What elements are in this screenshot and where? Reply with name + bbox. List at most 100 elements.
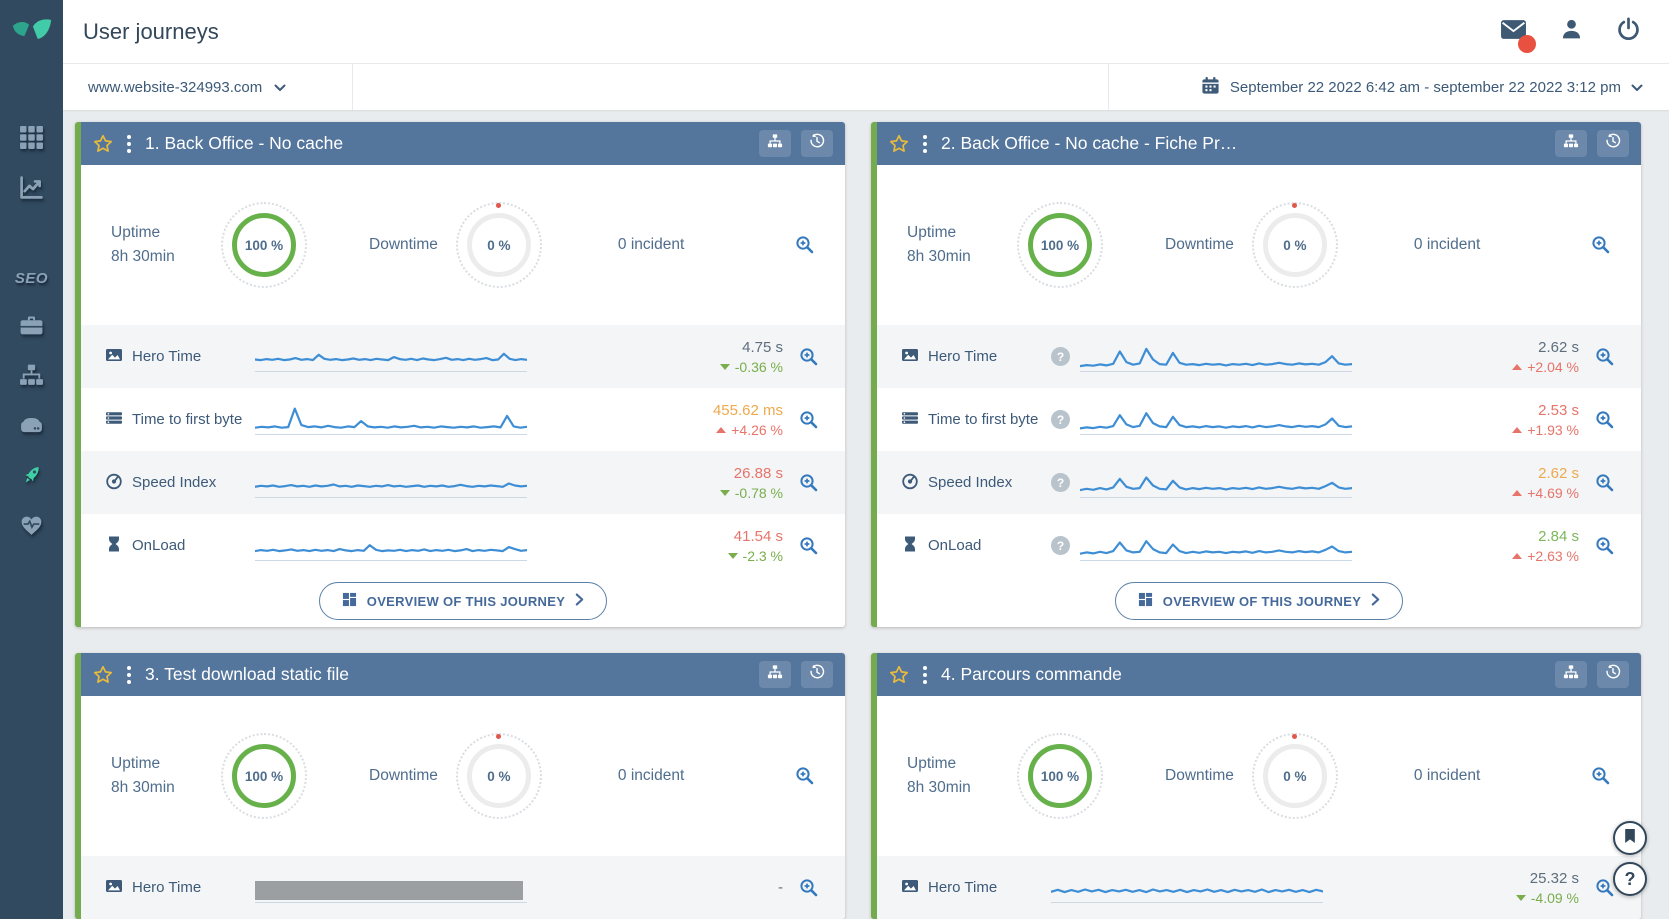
metric-label: Speed Index — [132, 474, 217, 491]
journey-structure-button[interactable] — [759, 130, 791, 157]
trend-arrow-icon — [719, 363, 730, 370]
zoom-detail-icon[interactable] — [1595, 878, 1615, 898]
zoom-detail-icon[interactable] — [795, 235, 815, 255]
uptime-summary: Uptime 8h 30min 100 % Downtime 0 % 0 inc… — [877, 696, 1641, 856]
metric-label: Hero Time — [132, 879, 202, 896]
notifications-button[interactable] — [1500, 18, 1536, 53]
zoom-detail-icon[interactable] — [1595, 536, 1615, 556]
bookmark-button[interactable] — [1613, 821, 1647, 855]
image-icon — [901, 877, 919, 899]
journey-card: 2. Back Office - No cache - Fiche Pr… Up… — [871, 122, 1641, 627]
briefcase-icon — [19, 313, 44, 343]
heartbeat-icon — [19, 513, 44, 543]
sidebar-item-structure[interactable] — [0, 353, 63, 403]
sidebar: SEO — [0, 0, 63, 919]
sidebar-item-apps[interactable] — [0, 115, 63, 165]
help-icon[interactable]: ? — [1051, 347, 1070, 366]
metric-row: Hero Time - — [81, 856, 845, 919]
favorite-star-icon[interactable] — [889, 134, 909, 154]
sidebar-item-health[interactable] — [0, 503, 63, 553]
uptime-duration: 8h 30min — [111, 248, 175, 265]
drag-handle-icon[interactable] — [923, 665, 927, 684]
journey-card-header: 3. Test download static file — [81, 653, 845, 696]
uptime-gauge: 100 % — [221, 733, 307, 819]
help-icon[interactable]: ? — [1051, 473, 1070, 492]
sidebar-nav: SEO — [0, 115, 63, 553]
metric-delta-value: +2.04 % — [1527, 358, 1579, 375]
journey-structure-button[interactable] — [1555, 130, 1587, 157]
uptime-value: 100 % — [244, 768, 284, 784]
zoom-detail-icon[interactable] — [1591, 766, 1611, 786]
date-range-selector[interactable]: September 22 2022 6:42 am - september 22… — [1108, 64, 1669, 110]
downtime-gauge: 0 % — [1251, 733, 1338, 819]
journey-card: 3. Test download static file Uptime 8h 3… — [75, 653, 845, 919]
journey-history-button[interactable] — [1597, 661, 1629, 688]
metric-row: Hero Time ? 2.62 s +2.04 % — [877, 325, 1641, 388]
image-icon — [105, 346, 123, 368]
zoom-detail-icon[interactable] — [1595, 347, 1615, 367]
gauge-icon — [105, 472, 123, 494]
journey-history-button[interactable] — [801, 661, 833, 688]
metric-sparkline — [1080, 463, 1352, 503]
journey-card-header: 2. Back Office - No cache - Fiche Pr… — [877, 122, 1641, 165]
drag-handle-icon[interactable] — [923, 134, 927, 153]
sidebar-item-seo[interactable]: SEO — [0, 253, 63, 303]
top-header: User journeys — [63, 0, 1669, 63]
zoom-detail-icon[interactable] — [799, 536, 819, 556]
journey-history-button[interactable] — [801, 130, 833, 157]
drag-handle-icon[interactable] — [127, 134, 131, 153]
uptime-duration: 8h 30min — [111, 779, 175, 796]
metric-value: 25.32 s — [1529, 869, 1579, 887]
overview-button[interactable]: OVERVIEW OF THIS JOURNEY — [318, 582, 608, 620]
zoom-detail-icon[interactable] — [799, 878, 819, 898]
metric-value: - — [778, 879, 783, 896]
sparkline-baseline — [255, 901, 527, 903]
uptime-value: 100 % — [244, 237, 284, 253]
favorite-star-icon[interactable] — [93, 665, 113, 685]
metric-value: 2.84 s — [1538, 527, 1579, 545]
zoom-detail-icon[interactable] — [1595, 410, 1615, 430]
zoom-detail-icon[interactable] — [799, 473, 819, 493]
journey-history-button[interactable] — [1597, 130, 1629, 157]
help-icon[interactable]: ? — [1051, 536, 1070, 555]
favorite-star-icon[interactable] — [889, 665, 909, 685]
sidebar-item-analytics[interactable] — [0, 165, 63, 215]
zoom-detail-icon[interactable] — [1595, 473, 1615, 493]
metric-delta-value: +4.69 % — [1527, 484, 1579, 501]
trend-arrow-icon — [1512, 489, 1523, 496]
uptime-gauge: 100 % — [1017, 733, 1103, 819]
help-button[interactable]: ? — [1613, 862, 1647, 896]
uptime-gauge: 100 % — [221, 202, 307, 288]
sparkline-svg — [1080, 539, 1352, 555]
zoom-detail-icon[interactable] — [799, 410, 819, 430]
metric-delta-value: -0.36 % — [734, 358, 783, 375]
journey-structure-button[interactable] — [759, 661, 791, 688]
sidebar-item-servers[interactable] — [0, 403, 63, 453]
journey-structure-button[interactable] — [1555, 661, 1587, 688]
metric-delta-value: -2.3 % — [742, 547, 783, 564]
metric-delta: +1.93 % — [1467, 422, 1579, 438]
help-icon[interactable]: ? — [1051, 410, 1070, 429]
logout-button[interactable] — [1616, 17, 1641, 47]
sidebar-item-user-journeys[interactable] — [0, 453, 63, 503]
overview-button[interactable]: OVERVIEW OF THIS JOURNEY — [1114, 582, 1404, 620]
incident-count: 0 incident — [617, 236, 685, 253]
app-logo[interactable] — [0, 0, 63, 63]
site-selector[interactable]: www.website-324993.com — [63, 64, 353, 110]
line-chart-icon — [19, 175, 44, 205]
sidebar-item-tools[interactable] — [0, 303, 63, 353]
metric-delta: +4.69 % — [1467, 485, 1579, 501]
zoom-detail-icon[interactable] — [1591, 235, 1611, 255]
favorite-star-icon[interactable] — [93, 134, 113, 154]
uptime-label: Uptime — [907, 754, 957, 772]
drag-handle-icon[interactable] — [127, 665, 131, 684]
sitemap-icon — [767, 133, 783, 154]
sparkline-baseline — [1080, 370, 1352, 372]
zoom-detail-icon[interactable] — [799, 347, 819, 367]
metric-row: OnLoad 41.54 s -2.3 % — [81, 514, 845, 577]
metric-label: OnLoad — [928, 537, 982, 554]
metric-delta: +2.04 % — [1467, 359, 1579, 375]
account-button[interactable] — [1559, 17, 1584, 47]
journey-card-header: 4. Parcours commande — [877, 653, 1641, 696]
zoom-detail-icon[interactable] — [795, 766, 815, 786]
